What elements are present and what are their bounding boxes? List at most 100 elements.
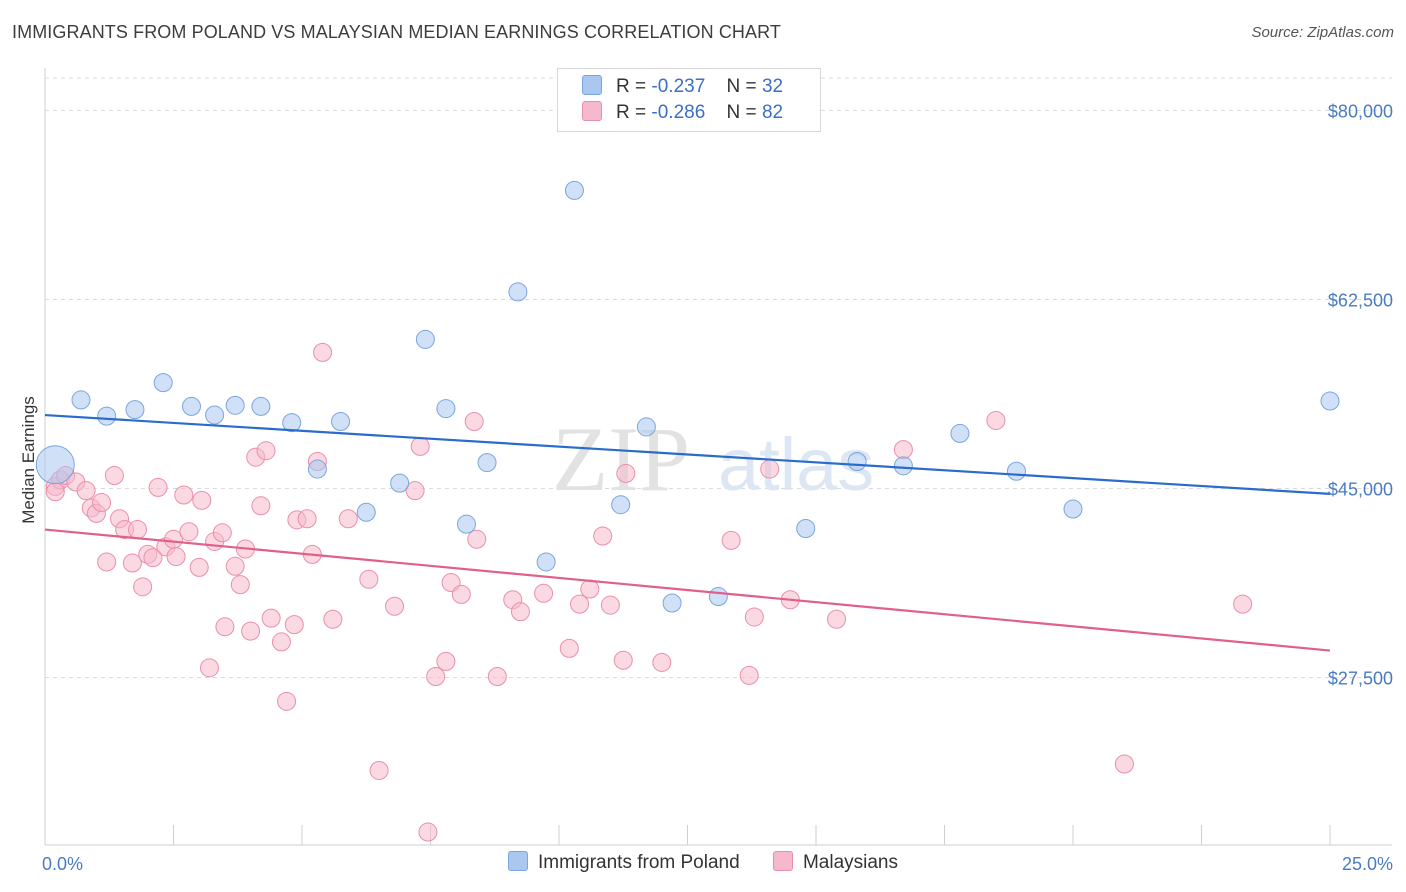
data-point	[359, 569, 379, 589]
data-point	[436, 399, 456, 419]
data-point	[181, 396, 201, 416]
data-point	[251, 396, 271, 416]
legend-swatch-poland	[582, 75, 602, 95]
data-point	[827, 609, 847, 629]
data-point	[893, 456, 913, 476]
data-point	[225, 395, 245, 415]
data-point	[338, 509, 358, 529]
legend-swatch-poland	[507, 851, 528, 871]
legend-r-label: R =	[616, 76, 647, 97]
data-point	[297, 509, 317, 529]
data-point	[616, 463, 636, 483]
data-point	[230, 575, 250, 595]
data-point	[536, 552, 556, 572]
x-tick-label: 25.0%	[1342, 854, 1393, 874]
data-point	[1320, 391, 1340, 411]
data-point	[744, 607, 764, 627]
data-point	[559, 638, 579, 658]
data-point	[97, 406, 117, 426]
data-point	[189, 557, 209, 577]
data-point	[760, 459, 780, 479]
data-point	[143, 548, 163, 568]
data-point	[284, 615, 304, 635]
series-legend: Immigrants from Poland Malaysians	[0, 851, 1406, 874]
data-point	[662, 593, 682, 613]
data-point	[436, 651, 456, 671]
data-point	[390, 473, 410, 493]
data-point	[331, 412, 351, 432]
data-point	[467, 529, 487, 549]
legend-swatch-malaysians	[582, 101, 602, 121]
legend-label-malaysians: Malaysians	[802, 852, 898, 873]
legend-r-value: -0.237	[651, 76, 706, 97]
data-point	[369, 760, 389, 780]
data-point	[893, 440, 913, 460]
data-point	[1233, 594, 1253, 614]
data-point	[636, 417, 656, 437]
series-poland	[35, 180, 1340, 613]
data-point	[613, 650, 633, 670]
data-point	[125, 400, 145, 420]
data-point	[277, 691, 297, 711]
data-point	[199, 658, 219, 678]
legend-swatch-malaysians	[772, 851, 793, 871]
data-point	[464, 412, 484, 432]
data-point	[166, 547, 186, 567]
trend-lines	[44, 413, 1331, 652]
data-point	[282, 413, 302, 433]
series-malaysians	[45, 342, 1253, 842]
trend-line	[44, 528, 1331, 652]
legend-row-poland: R = -0.237 N = 32	[582, 75, 783, 101]
data-point	[225, 556, 245, 576]
data-point	[410, 436, 430, 456]
data-point	[534, 583, 554, 603]
data-point	[323, 609, 343, 629]
legend-item-malaysians: Malaysians	[772, 851, 898, 874]
x-tick-labels: 0.0% 25.0%	[42, 854, 1393, 874]
data-point	[122, 553, 142, 573]
legend-n-label: N =	[726, 76, 757, 97]
data-point	[179, 522, 199, 542]
legend-n-value: 32	[761, 76, 784, 97]
data-point	[148, 477, 168, 497]
data-point	[356, 502, 376, 522]
stats-legend: R = -0.237 N = 32 R = -0.286 N = 82	[557, 68, 821, 132]
data-point	[128, 520, 148, 540]
data-point	[950, 423, 970, 443]
data-point	[205, 405, 225, 425]
data-point	[261, 608, 281, 628]
data-point	[721, 530, 741, 550]
data-point	[215, 617, 235, 637]
data-point	[153, 373, 173, 393]
data-point	[508, 282, 528, 302]
data-point	[256, 441, 276, 461]
data-point	[212, 523, 232, 543]
trend-line	[44, 413, 1331, 496]
data-point	[104, 466, 124, 486]
x-tick-label: 0.0%	[42, 854, 83, 874]
y-tick-labels: $27,500 $45,000 $62,500 $80,000	[1328, 101, 1393, 688]
data-point	[418, 822, 438, 842]
data-point	[487, 666, 507, 686]
legend-r-value: -0.286	[651, 102, 706, 123]
data-point	[1114, 754, 1134, 774]
data-point	[415, 329, 435, 349]
data-point	[580, 579, 600, 599]
legend-label-poland: Immigrants from Poland	[537, 852, 740, 873]
data-point	[192, 490, 212, 510]
data-point	[570, 594, 590, 614]
data-point	[593, 526, 613, 546]
data-point	[405, 481, 425, 501]
legend-item-poland: Immigrants from Poland	[507, 851, 740, 874]
data-point	[564, 180, 584, 200]
data-point	[71, 390, 91, 410]
data-point	[45, 482, 65, 502]
data-point	[92, 493, 112, 513]
watermark-zip: ZIP	[552, 408, 690, 510]
y-tick-label: $80,000	[1328, 101, 1393, 121]
y-axis-label: Median Earnings	[19, 396, 38, 524]
legend-n-label: N =	[726, 102, 757, 123]
legend-n-value: 82	[761, 102, 784, 123]
legend-r-label: R =	[616, 102, 647, 123]
